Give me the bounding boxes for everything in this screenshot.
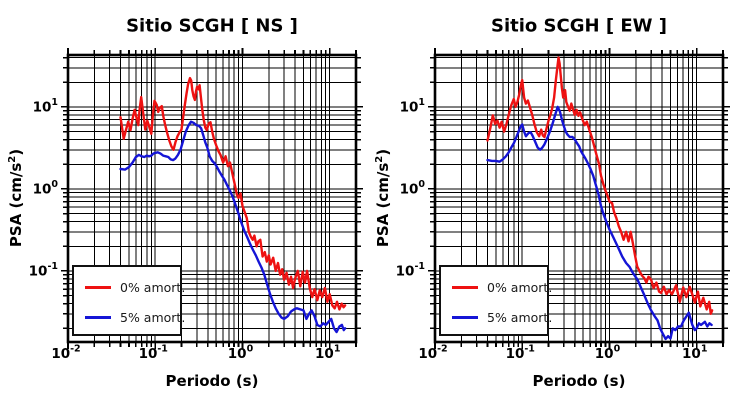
tick-exponent: -1 bbox=[414, 261, 425, 272]
y-axis-label-ns: PSA (cm/s2) bbox=[7, 149, 25, 247]
x-tick-label: 10-1 bbox=[139, 344, 168, 363]
legend-entry-0pct: 0% amort. bbox=[441, 276, 552, 298]
y-axis-label-close: ) bbox=[7, 148, 25, 156]
tick-exponent: 0 bbox=[614, 344, 621, 355]
tick-exponent: 0 bbox=[247, 344, 254, 355]
tick-exponent: 1 bbox=[334, 344, 341, 355]
tick-base: 10 bbox=[595, 346, 614, 362]
tick-base: 10 bbox=[51, 346, 70, 362]
tick-base: 10 bbox=[682, 346, 701, 362]
tick-exponent: 1 bbox=[418, 97, 425, 108]
y-tick-label: 10-1 bbox=[396, 261, 425, 280]
legend-ew: 0% amort. 5% amort. bbox=[439, 265, 552, 336]
tick-base: 10 bbox=[396, 263, 415, 279]
y-axis-label-ew: PSA (cm/s2) bbox=[374, 149, 392, 247]
tick-exponent: -1 bbox=[524, 344, 535, 355]
series-curve-5amort bbox=[119, 120, 347, 334]
tick-base: 10 bbox=[315, 346, 334, 362]
tick-base: 10 bbox=[228, 346, 247, 362]
x-tick-label: 10-1 bbox=[506, 344, 535, 363]
y-tick-label: 100 bbox=[33, 179, 59, 198]
tick-exponent: -2 bbox=[437, 344, 448, 355]
legend-line-blue bbox=[85, 315, 111, 319]
tick-base: 10 bbox=[33, 99, 52, 115]
series-curve-5amort bbox=[486, 105, 713, 341]
legend-line-red bbox=[85, 285, 111, 289]
tick-exponent: 0 bbox=[418, 179, 425, 190]
legend-label-0pct: 0% amort. bbox=[120, 279, 186, 295]
x-axis-label-ew: Periodo (s) bbox=[532, 372, 626, 390]
tick-base: 10 bbox=[400, 181, 419, 197]
x-tick-label: 101 bbox=[315, 344, 340, 363]
chart-title-ns: Sitio SCGH [ NS ] bbox=[126, 15, 298, 37]
series-curve-0amort bbox=[119, 76, 347, 311]
tick-base: 10 bbox=[400, 99, 419, 115]
x-tick-label: 10-2 bbox=[51, 344, 80, 363]
tick-base: 10 bbox=[506, 346, 525, 362]
x-tick-label: 100 bbox=[595, 344, 621, 363]
y-axis-label-sup: 2 bbox=[7, 155, 18, 163]
legend-entry-5pct: 5% amort. bbox=[74, 306, 185, 328]
legend-line-blue bbox=[452, 315, 478, 319]
y-axis-label-close: ) bbox=[374, 148, 392, 156]
panel-ns: Sitio SCGH [ NS ] 10-2 10-1 100 101 101 100 10… bbox=[0, 0, 363, 400]
tick-exponent: 1 bbox=[51, 97, 58, 108]
y-tick-label: 101 bbox=[33, 97, 58, 116]
tick-base: 10 bbox=[33, 181, 52, 197]
x-tick-label: 101 bbox=[682, 344, 707, 363]
tick-base: 10 bbox=[29, 263, 48, 279]
legend-entry-0pct: 0% amort. bbox=[74, 276, 185, 298]
y-tick-label: 10-1 bbox=[29, 261, 58, 280]
legend-label-5pct: 5% amort. bbox=[120, 309, 186, 325]
chart-title-ew: Sitio SCGH [ EW ] bbox=[491, 15, 667, 37]
legend-label-0pct: 0% amort. bbox=[487, 279, 553, 295]
tick-exponent: 1 bbox=[701, 344, 708, 355]
plot-frame bbox=[433, 53, 725, 344]
legend-entry-5pct: 5% amort. bbox=[441, 306, 552, 328]
y-axis-label-text: PSA (cm/s bbox=[374, 162, 392, 248]
y-axis-label-text: PSA (cm/s bbox=[7, 162, 25, 248]
y-tick-label: 100 bbox=[400, 179, 426, 198]
tick-exponent: -2 bbox=[70, 344, 81, 355]
y-tick-label: 101 bbox=[400, 97, 425, 116]
legend-ns: 0% amort. 5% amort. bbox=[72, 265, 185, 336]
legend-line-red bbox=[452, 285, 478, 289]
tick-base: 10 bbox=[139, 346, 158, 362]
legend-label-5pct: 5% amort. bbox=[487, 309, 553, 325]
series-curve-0amort bbox=[486, 56, 714, 315]
tick-exponent: -1 bbox=[47, 261, 58, 272]
tick-base: 10 bbox=[418, 346, 437, 362]
tick-exponent: 0 bbox=[51, 179, 58, 190]
x-axis-label-ns: Periodo (s) bbox=[165, 372, 259, 390]
panel-ew: Sitio SCGH [ EW ] 10-2 10-1 100 101 101 100 10… bbox=[367, 0, 730, 400]
x-tick-label: 100 bbox=[228, 344, 254, 363]
x-tick-label: 10-2 bbox=[418, 344, 447, 363]
y-axis-label-sup: 2 bbox=[374, 155, 385, 163]
plot-frame bbox=[66, 53, 358, 344]
tick-exponent: -1 bbox=[157, 344, 168, 355]
